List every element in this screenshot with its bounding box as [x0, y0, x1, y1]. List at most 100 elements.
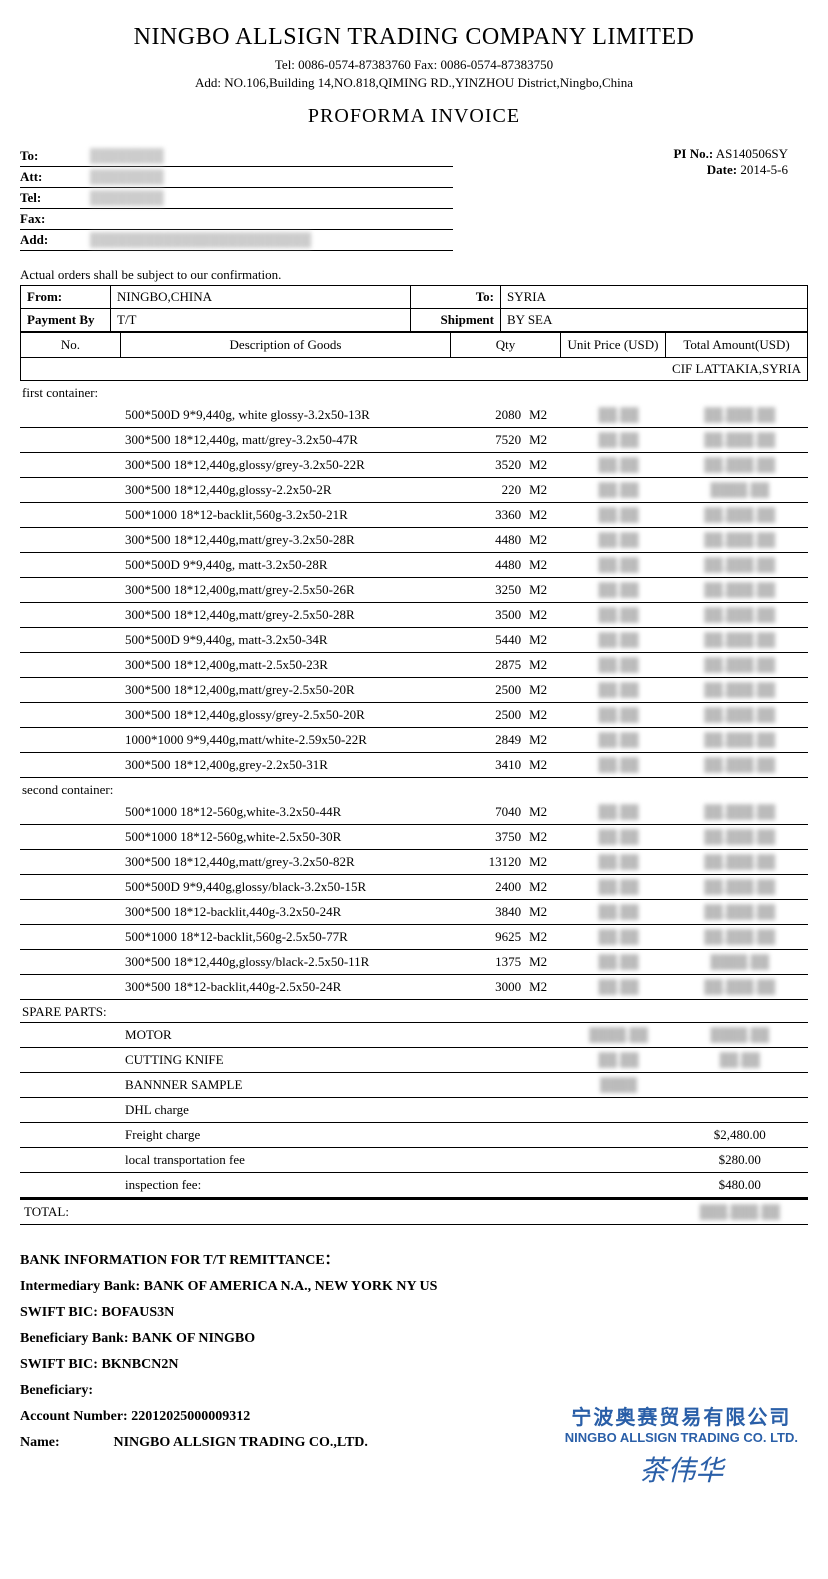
- item-price: ██.██: [566, 503, 672, 528]
- benbank-value: BANK OF NINGBO: [132, 1331, 255, 1346]
- item-price: ██.██: [566, 428, 672, 453]
- swift2-label: SWIFT BIC:: [20, 1357, 98, 1372]
- spare-desc: MOTOR: [121, 1023, 454, 1048]
- total-value: ███,███.██: [672, 1199, 808, 1225]
- second-container-label: second container:: [20, 778, 808, 800]
- item-price: ██.██: [566, 653, 672, 678]
- account-label: Account Number:: [20, 1409, 128, 1424]
- item-desc: 500*500D 9*9,440g,glossy/black-3.2x50-15…: [121, 875, 454, 900]
- table-row: 500*1000 18*12-backlit,560g-3.2x50-21R33…: [20, 503, 808, 528]
- table-row: 500*500D 9*9,440g, matt-3.2x50-34R5440M2…: [20, 628, 808, 653]
- item-desc: 300*500 18*12,440g,glossy/grey-3.2x50-22…: [121, 453, 454, 478]
- att-label: Att:: [20, 169, 90, 185]
- item-total: ██,███.██: [672, 603, 808, 628]
- benbank-label: Beneficiary Bank:: [20, 1331, 129, 1346]
- item-unit: M2: [525, 900, 565, 925]
- item-qty: 3840: [454, 900, 525, 925]
- swift1-value: BOFAUS3N: [101, 1305, 174, 1320]
- item-unit: M2: [525, 875, 565, 900]
- item-qty: 3520: [454, 453, 525, 478]
- table-row: 300*500 18*12,400g,matt/grey-2.5x50-20R2…: [20, 678, 808, 703]
- item-qty: 2500: [454, 678, 525, 703]
- item-desc: 300*500 18*12,440g,glossy/grey-2.5x50-20…: [121, 703, 454, 728]
- item-desc: 300*500 18*12,400g,grey-2.2x50-31R: [121, 753, 454, 778]
- item-desc: 300*500 18*12,440g, matt/grey-3.2x50-47R: [121, 428, 454, 453]
- item-unit: M2: [525, 653, 565, 678]
- item-unit: M2: [525, 603, 565, 628]
- cif-terms: CIF LATTAKIA,SYRIA: [21, 358, 808, 381]
- item-unit: M2: [525, 850, 565, 875]
- table-row: 500*500D 9*9,440g, white glossy-3.2x50-1…: [20, 403, 808, 428]
- spare-price: ████: [566, 1073, 672, 1098]
- bank-heading: BANK INFORMATION FOR T/T REMITTANCE：: [20, 1249, 808, 1269]
- item-unit: M2: [525, 950, 565, 975]
- col-price: Unit Price (USD): [561, 333, 666, 358]
- fax-value: [90, 211, 453, 227]
- item-desc: 500*500D 9*9,440g, white glossy-3.2x50-1…: [121, 403, 454, 428]
- tel-label: Tel:: [20, 190, 90, 206]
- second-container-table: 500*1000 18*12-560g,white-3.2x50-44R7040…: [20, 800, 808, 1000]
- shipment-label: Shipment: [411, 309, 501, 332]
- col-desc: Description of Goods: [121, 333, 451, 358]
- spare-total: [672, 1073, 808, 1098]
- recipient-block: To:████████ Att:████████ Tel:████████ Fa…: [20, 146, 453, 251]
- item-total: ██,███.██: [672, 403, 808, 428]
- account-value: 22012025000009312: [131, 1409, 250, 1424]
- to2-value: SYRIA: [501, 286, 808, 309]
- item-total: ██,███.██: [672, 428, 808, 453]
- item-desc: 500*1000 18*12-560g,white-2.5x50-30R: [121, 825, 454, 850]
- item-unit: M2: [525, 925, 565, 950]
- item-qty: 2849: [454, 728, 525, 753]
- table-row: 300*500 18*12,440g, matt/grey-3.2x50-47R…: [20, 428, 808, 453]
- table-row: DHL charge: [20, 1098, 808, 1123]
- fee-desc: inspection fee:: [121, 1173, 454, 1198]
- item-price: ██.██: [566, 403, 672, 428]
- item-qty: 2080: [454, 403, 525, 428]
- item-unit: M2: [525, 578, 565, 603]
- spare-desc: BANNNER SAMPLE: [121, 1073, 454, 1098]
- table-row: 300*500 18*12,440g,glossy/grey-3.2x50-22…: [20, 453, 808, 478]
- fee-desc: Freight charge: [121, 1123, 454, 1148]
- item-price: ██.██: [566, 678, 672, 703]
- date-label: Date:: [707, 162, 737, 177]
- item-unit: M2: [525, 503, 565, 528]
- table-row: 500*1000 18*12-560g,white-3.2x50-44R7040…: [20, 800, 808, 825]
- item-desc: 500*1000 18*12-560g,white-3.2x50-44R: [121, 800, 454, 825]
- item-desc: 500*1000 18*12-backlit,560g-3.2x50-21R: [121, 503, 454, 528]
- col-no: No.: [21, 333, 121, 358]
- item-total: ██,███.██: [672, 678, 808, 703]
- fee-total: $280.00: [672, 1148, 808, 1173]
- table-row: 300*500 18*12,440g,matt/grey-3.2x50-82R1…: [20, 850, 808, 875]
- table-row: 300*500 18*12,400g,matt-2.5x50-23R2875M2…: [20, 653, 808, 678]
- item-unit: M2: [525, 528, 565, 553]
- item-total: ██,███.██: [672, 850, 808, 875]
- item-qty: 7040: [454, 800, 525, 825]
- fee-desc: DHL charge: [121, 1098, 454, 1123]
- item-total: ██,███.██: [672, 553, 808, 578]
- pi-no-label: PI No.:: [673, 146, 713, 161]
- item-unit: M2: [525, 478, 565, 503]
- item-total: ██,███.██: [672, 728, 808, 753]
- item-total: ████.██: [672, 478, 808, 503]
- item-unit: M2: [525, 428, 565, 453]
- item-desc: 300*500 18*12,400g,matt/grey-2.5x50-26R: [121, 578, 454, 603]
- table-row: 500*1000 18*12-backlit,560g-2.5x50-77R96…: [20, 925, 808, 950]
- pi-no-value: AS140506SY: [716, 146, 788, 161]
- item-desc: 300*500 18*12-backlit,440g-3.2x50-24R: [121, 900, 454, 925]
- table-row: 300*500 18*12,400g,matt/grey-2.5x50-26R3…: [20, 578, 808, 603]
- table-row: 300*500 18*12,440g,glossy-2.2x50-2R220M2…: [20, 478, 808, 503]
- item-desc: 300*500 18*12,400g,matt/grey-2.5x50-20R: [121, 678, 454, 703]
- stamp-en: NINGBO ALLSIGN TRADING CO. LTD.: [565, 1430, 798, 1445]
- item-total: ██,███.██: [672, 653, 808, 678]
- stamp-cn: 宁波奥赛贸易有限公司: [565, 1401, 798, 1430]
- stamp-signature: 茶伟华: [565, 1449, 798, 1489]
- item-price: ██.██: [566, 478, 672, 503]
- spare-parts-label: SPARE PARTS:: [20, 1000, 808, 1023]
- payment-label: Payment By: [21, 309, 111, 332]
- letterhead: NINGBO ALLSIGN TRADING COMPANY LIMITED T…: [20, 24, 808, 128]
- item-qty: 2400: [454, 875, 525, 900]
- item-qty: 13120: [454, 850, 525, 875]
- meta-block: PI No.: AS140506SY Date: 2014-5-6: [493, 146, 808, 178]
- spare-parts-table: MOTOR████.██████.██CUTTING KNIFE██.████.…: [20, 1023, 808, 1098]
- item-total: ██,███.██: [672, 628, 808, 653]
